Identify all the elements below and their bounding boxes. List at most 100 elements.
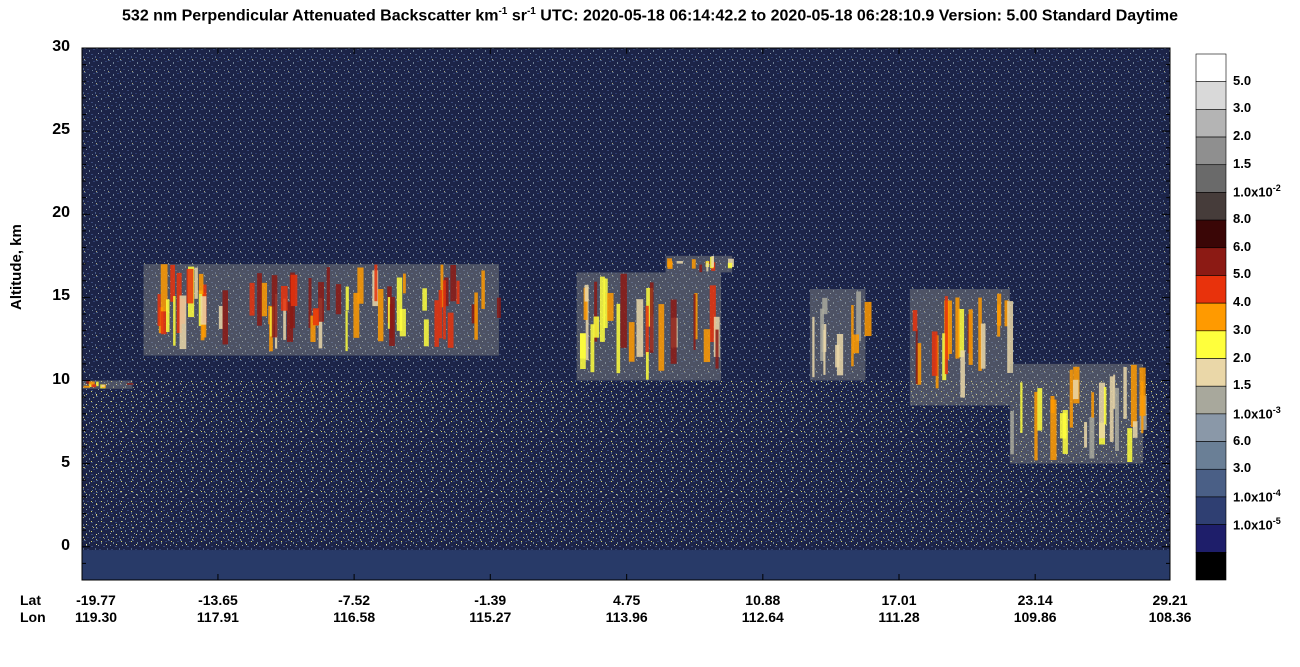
x-tick-lon: 115.27 xyxy=(469,609,512,625)
cloud-haze xyxy=(665,255,733,273)
colorbar-label-base: 8.0 xyxy=(1233,211,1252,227)
cloud-streak xyxy=(308,277,312,329)
cloud-streak xyxy=(593,316,600,338)
cloud-streak xyxy=(835,344,840,368)
cloud-streak xyxy=(396,277,403,331)
cloud-streak xyxy=(160,311,167,335)
colorbar-swatch xyxy=(1195,413,1227,442)
x-tick-lat: -13.65 xyxy=(198,592,238,608)
cloud-streak xyxy=(599,276,605,342)
cloud-streak xyxy=(931,331,938,376)
title-sup-1: -1 xyxy=(498,6,508,17)
cloud-streak xyxy=(960,350,965,398)
cloud-streak xyxy=(944,296,948,375)
y-tick-label: 30 xyxy=(52,38,70,55)
cloud-streak xyxy=(620,273,627,348)
cloud-streak xyxy=(607,292,614,321)
colorbar-label-exponent: -3 xyxy=(1272,404,1281,415)
cloud-streak xyxy=(693,294,696,350)
cloud-region xyxy=(576,272,722,381)
cloud-streak xyxy=(820,308,824,361)
cloud-streak xyxy=(864,301,872,337)
cloud-streak xyxy=(157,294,161,326)
cloud-streak xyxy=(179,295,187,350)
cloud-streak xyxy=(450,265,457,302)
x-tick-lon: 112.64 xyxy=(741,609,784,625)
cloud-streak xyxy=(318,298,323,349)
cloud-streak xyxy=(968,309,973,365)
colorbar-swatch xyxy=(1195,219,1227,249)
colorbar-swatch xyxy=(1195,385,1227,415)
colorbar-swatch xyxy=(1195,275,1227,304)
cloud-streak xyxy=(249,282,255,316)
cloud-streak xyxy=(399,308,406,337)
cloud-streak xyxy=(1069,369,1073,428)
cloud-streak xyxy=(496,297,501,318)
cloud-streak xyxy=(440,264,444,308)
cloud-streak xyxy=(170,264,175,302)
cloud-streak xyxy=(590,324,595,373)
colorbar-label: 1.5 xyxy=(1233,156,1251,171)
colorbar-label-base: 6.0 xyxy=(1233,238,1252,254)
cloud-streak xyxy=(89,383,93,388)
colorbar-label: 3.0 xyxy=(1233,460,1251,475)
y-tick-label: 10 xyxy=(52,370,70,388)
colorbar-label: 1.0x10-4 xyxy=(1233,488,1281,504)
cloud-streak xyxy=(1132,421,1138,438)
cloud-streak xyxy=(703,329,711,363)
colorbar-swatch xyxy=(1195,358,1227,387)
cloud-streak xyxy=(1139,367,1146,416)
colorbar-swatch xyxy=(1195,53,1227,82)
colorbar-label-base: 5.0 xyxy=(1233,72,1252,88)
title-sr: sr xyxy=(507,7,527,25)
colorbar-swatch xyxy=(1195,330,1227,359)
cloud-streak xyxy=(1084,422,1088,448)
cloud-streak xyxy=(312,308,319,326)
cloud-streak xyxy=(603,278,608,329)
cloud-streak xyxy=(579,333,586,359)
cloud-streak xyxy=(1123,367,1127,419)
cloud-streak xyxy=(636,299,644,357)
x-tick-lat: 29.21 xyxy=(1152,592,1188,608)
x-tick-lat: 17.01 xyxy=(881,592,917,608)
colorbar-label: 4.0 xyxy=(1233,294,1251,309)
surface-band xyxy=(82,550,1170,580)
x-tick-lon: 111.28 xyxy=(878,609,920,625)
cloud-streak xyxy=(1109,376,1114,442)
cloud-streak xyxy=(942,333,947,381)
title-rest: UTC: 2020-05-18 06:14:42.2 to 2020-05-18… xyxy=(535,7,1178,25)
x-tick-lon: 116.58 xyxy=(333,609,376,625)
cloud-streak xyxy=(198,273,204,294)
cloud-streak xyxy=(727,262,733,269)
cloud-streak xyxy=(585,287,589,361)
cloud-region xyxy=(143,264,501,356)
cloud-streak xyxy=(101,384,105,387)
x-tick-lat: -7.52 xyxy=(338,592,371,608)
cloud-streak xyxy=(434,300,439,347)
cloud-streak xyxy=(676,261,683,264)
cloud-streak xyxy=(91,384,97,388)
cloud-streak xyxy=(290,274,298,307)
cloud-streak xyxy=(583,287,588,320)
cloud-streak xyxy=(694,293,698,340)
cloud-streak xyxy=(645,352,649,380)
colorbar-label: 2.0 xyxy=(1233,350,1251,365)
cloud-streak xyxy=(310,315,316,342)
cloud-streak xyxy=(852,334,860,354)
y-tick-label: 5 xyxy=(61,453,70,471)
cloud-streak xyxy=(194,267,198,299)
colorbar-label-base: 1.5 xyxy=(1233,155,1252,171)
colorbar xyxy=(1195,53,1227,581)
cloud-streak xyxy=(646,288,653,327)
cloud-streak xyxy=(422,288,427,311)
colorbar-swatch xyxy=(1195,441,1227,470)
cloud-haze xyxy=(82,380,133,389)
cloud-streak xyxy=(389,304,394,338)
colorbar-swatch xyxy=(1195,109,1227,138)
cloud-streak xyxy=(423,319,429,347)
cloud-streak xyxy=(374,264,378,302)
y-tick-label: 0 xyxy=(61,536,70,554)
cloud-streak xyxy=(851,305,854,367)
colorbar-label-base: 1.0x10 xyxy=(1233,516,1273,532)
y-tick-label: 25 xyxy=(52,121,70,139)
